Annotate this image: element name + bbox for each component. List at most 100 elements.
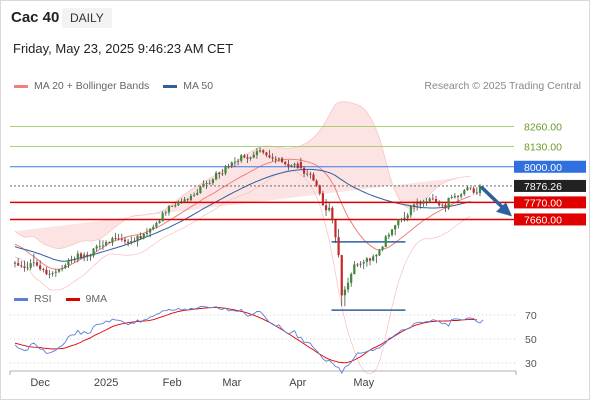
candle-body: [466, 187, 469, 191]
candle: [362, 259, 365, 270]
candle: [246, 154, 249, 164]
candle: [331, 206, 334, 224]
candle: [48, 269, 51, 279]
candle-body: [98, 246, 101, 248]
candle: [120, 233, 123, 242]
candle: [334, 219, 337, 243]
candle-body: [67, 260, 70, 266]
candle: [167, 205, 171, 216]
candle: [133, 237, 136, 243]
candle-body: [277, 158, 281, 160]
candle: [321, 190, 325, 207]
candle: [145, 228, 149, 237]
candle-body: [315, 180, 318, 186]
candle: [86, 251, 89, 261]
candle-body: [51, 272, 54, 274]
candle: [155, 221, 158, 229]
candle: [262, 149, 265, 155]
candle: [70, 255, 73, 264]
candle: [54, 268, 57, 277]
candle: [73, 256, 76, 263]
candle: [127, 239, 130, 247]
candle: [400, 217, 403, 223]
candle-body: [346, 282, 350, 290]
candle: [359, 261, 362, 268]
candle: [346, 277, 350, 293]
candle-body: [13, 262, 17, 264]
candle-body: [180, 201, 183, 203]
candle: [227, 163, 230, 169]
candle-body: [340, 255, 343, 296]
candle-body: [372, 256, 375, 261]
candle-body: [174, 205, 177, 207]
candle-body: [61, 268, 64, 270]
candle: [158, 218, 161, 224]
candle: [381, 245, 384, 252]
candle-body: [149, 228, 152, 233]
candle: [409, 205, 412, 219]
candle-body: [416, 203, 419, 205]
candle: [35, 259, 39, 267]
candle: [57, 269, 61, 273]
ma20-legend-label: MA 20 + Bollinger Bands: [34, 80, 150, 92]
candle: [139, 232, 142, 240]
candle-body: [365, 258, 368, 262]
candle-body: [397, 219, 400, 226]
candle-body: [460, 194, 463, 197]
candle: [460, 192, 463, 199]
candle-body: [438, 201, 441, 206]
candle: [76, 250, 79, 263]
candle-body: [227, 166, 230, 168]
candle-body: [114, 238, 117, 240]
candle-body: [434, 198, 438, 202]
candle: [161, 211, 164, 222]
candle-body: [196, 192, 199, 195]
candle-body: [214, 172, 218, 180]
candle: [224, 165, 227, 176]
candle: [92, 247, 95, 258]
x-tick-label-2025: 2025: [94, 377, 118, 389]
candle: [117, 233, 120, 241]
candle-body: [412, 204, 416, 207]
candle: [64, 263, 67, 269]
candle-body: [271, 157, 274, 159]
candle-body: [475, 192, 478, 194]
candle-body: [441, 204, 444, 206]
candle-body: [54, 271, 57, 273]
candle-body: [177, 201, 180, 206]
candle-body: [450, 196, 453, 198]
candle: [95, 244, 98, 252]
candle: [45, 267, 48, 276]
candle: [378, 248, 381, 257]
level-label-8000-00: 8000.00: [524, 162, 562, 174]
rsi-tick-30: 30: [525, 358, 537, 370]
level-tag-bg: [514, 179, 586, 192]
rsi-swatch: [14, 297, 28, 301]
candle-body: [403, 217, 406, 219]
candle-body: [343, 289, 346, 296]
candle: [416, 198, 419, 211]
candle: [337, 228, 340, 258]
level-tag-bg: [514, 160, 586, 173]
rsi-tick-70: 70: [525, 310, 537, 322]
candle: [290, 164, 293, 168]
ma20-line: [14, 158, 471, 270]
candle-body: [252, 154, 255, 158]
candle: [79, 252, 83, 260]
candle: [98, 239, 101, 249]
candle-body: [419, 203, 422, 205]
candle-body: [390, 229, 394, 235]
candle: [466, 185, 469, 191]
candle-body: [409, 206, 412, 216]
candle-body: [89, 255, 92, 257]
candle: [42, 267, 45, 273]
candle: [202, 180, 205, 188]
candle-body: [312, 174, 315, 181]
candle-body: [274, 158, 277, 160]
candle: [284, 160, 287, 166]
candle-body: [425, 201, 428, 203]
candle: [243, 154, 246, 159]
candle: [387, 232, 390, 240]
candle: [441, 203, 444, 208]
period-selector[interactable]: DAILY: [62, 8, 112, 28]
